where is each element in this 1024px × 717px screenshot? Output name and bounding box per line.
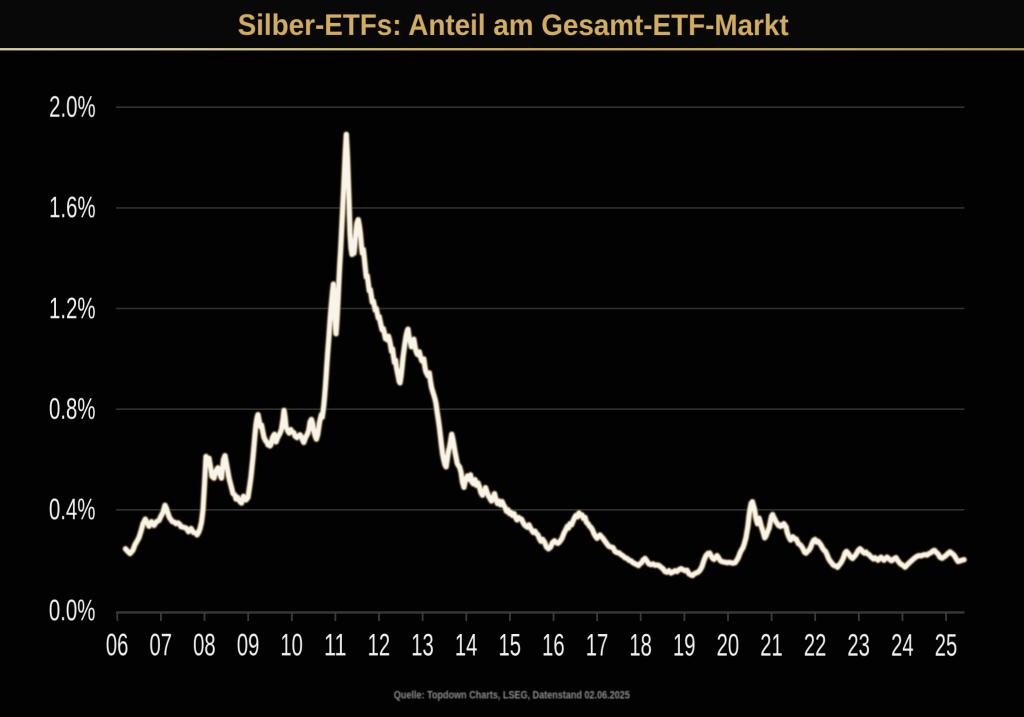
svg-text:08: 08 — [193, 626, 216, 662]
svg-text:0.8%: 0.8% — [49, 393, 96, 426]
svg-text:17: 17 — [586, 627, 609, 663]
svg-text:1.6%: 1.6% — [49, 191, 96, 224]
svg-text:06: 06 — [106, 626, 129, 662]
svg-text:19: 19 — [673, 627, 696, 663]
svg-text:0.4%: 0.4% — [49, 493, 96, 526]
svg-text:16: 16 — [542, 627, 565, 663]
svg-text:23: 23 — [847, 627, 870, 663]
svg-text:09: 09 — [237, 626, 260, 662]
svg-text:15: 15 — [498, 626, 521, 662]
svg-text:24: 24 — [891, 627, 914, 663]
svg-text:25: 25 — [935, 627, 958, 663]
svg-text:14: 14 — [455, 626, 478, 662]
svg-text:11: 11 — [324, 626, 347, 662]
svg-text:Silber-ETFs: Anteil am Gesamt-: Silber-ETFs: Anteil am Gesamt-ETF-Markt — [238, 9, 789, 42]
svg-text:13: 13 — [411, 626, 434, 662]
svg-text:07: 07 — [149, 626, 172, 662]
svg-text:Quelle: Topdown Charts, LSEG,: Quelle: Topdown Charts, LSEG, Datenstand… — [394, 689, 630, 701]
svg-text:20: 20 — [717, 627, 740, 663]
svg-text:21: 21 — [760, 627, 783, 663]
svg-text:2.0%: 2.0% — [49, 91, 96, 124]
svg-text:0.0%: 0.0% — [49, 594, 96, 627]
svg-text:1.2%: 1.2% — [49, 292, 96, 325]
svg-text:18: 18 — [629, 627, 652, 663]
svg-text:12: 12 — [368, 626, 391, 662]
svg-text:10: 10 — [280, 626, 303, 662]
svg-text:22: 22 — [804, 627, 827, 663]
